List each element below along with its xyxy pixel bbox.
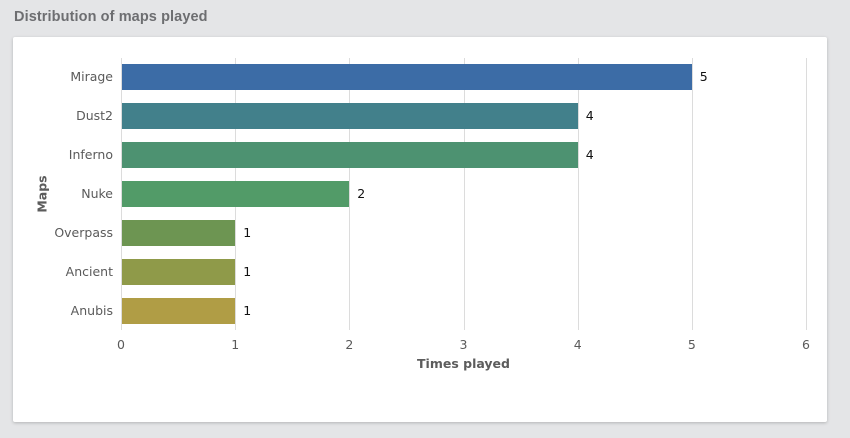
- bar: [122, 181, 350, 207]
- plot-area: 5 4 4 2 1 1 1: [121, 58, 807, 330]
- bar: [122, 219, 236, 246]
- bar: [122, 258, 236, 285]
- bar: [122, 64, 692, 91]
- bar-value-label: 1: [243, 263, 252, 279]
- bar-value-label: 1: [243, 302, 252, 318]
- chart-card: 5 4 4 2 1 1 1 Mirage Dust2 Inferno Nuke Overpass An…: [13, 37, 827, 422]
- x-tick-label: 2: [345, 337, 354, 352]
- gridline: [349, 58, 351, 330]
- category-label: Overpass: [54, 224, 113, 240]
- category-label: Inferno: [68, 147, 113, 163]
- bar-value-label: 4: [585, 147, 594, 163]
- bar-value-label: 4: [585, 108, 594, 124]
- gridline: [806, 58, 807, 330]
- category-label: Ancient: [65, 263, 113, 279]
- bar: [122, 103, 578, 130]
- x-tick-label: 0: [117, 337, 125, 352]
- gridline: [577, 58, 579, 330]
- category-label: Nuke: [81, 186, 113, 201]
- gridline: [463, 58, 465, 330]
- category-label: Anubis: [70, 302, 113, 318]
- bar-value-label: 2: [357, 186, 366, 201]
- category-label: Mirage: [70, 69, 113, 85]
- x-tick-label: 4: [573, 337, 582, 352]
- x-tick-label: 1: [231, 337, 240, 352]
- gridline: [691, 58, 693, 330]
- x-axis-title: Times played: [417, 356, 510, 371]
- x-tick-label: 3: [459, 337, 468, 352]
- gridline: [121, 58, 122, 330]
- bar: [122, 297, 236, 324]
- bar-value-label: 5: [699, 69, 708, 85]
- y-category-labels: Mirage Dust2 Inferno Nuke Overpass Ancient Anu…: [13, 58, 113, 330]
- category-label: Dust2: [76, 108, 113, 124]
- bar-value-label: 1: [243, 224, 252, 240]
- x-tick-label: 5: [687, 337, 696, 352]
- bar: [122, 142, 578, 169]
- x-tick-label: 6: [802, 337, 810, 352]
- page-title: Distribution of maps played: [14, 9, 208, 25]
- x-tick-labels: 0 1 2 3 4 5 6: [117, 337, 810, 353]
- y-axis-title: Maps: [34, 175, 50, 213]
